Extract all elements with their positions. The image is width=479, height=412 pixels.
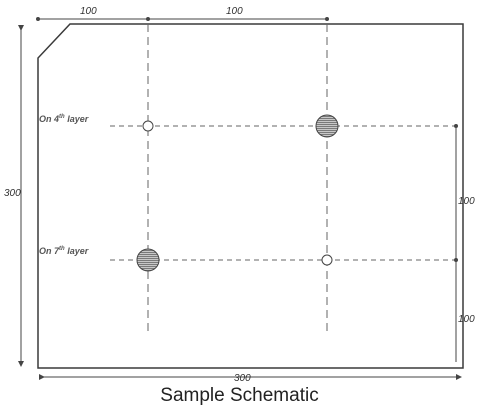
right-upper-dimension: 100 xyxy=(458,196,475,207)
dimension-tick xyxy=(454,258,458,262)
plate-outline xyxy=(37,23,464,369)
lower-layer-sup: th xyxy=(59,246,65,252)
large-hole xyxy=(136,248,160,272)
top-right-dimension: 100 xyxy=(226,6,243,17)
dimension-tick xyxy=(36,17,40,21)
dimension-tick xyxy=(325,17,329,21)
upper-layer-suffix: layer xyxy=(65,114,89,124)
small-hole xyxy=(321,254,333,266)
upper-layer-label: On 4th layer xyxy=(39,114,89,124)
upper-layer-prefix: On 4 xyxy=(39,114,59,124)
lower-layer-prefix: On 7 xyxy=(39,246,60,256)
figure-caption: Sample Schematic xyxy=(160,385,319,406)
dimension-tick xyxy=(146,17,150,21)
left-dimension: 300 xyxy=(4,188,21,199)
small-hole xyxy=(142,120,154,132)
top-left-dimension: 100 xyxy=(80,6,97,17)
lower-layer-suffix: layer xyxy=(65,246,89,256)
bottom-dimension: 300 xyxy=(234,373,251,384)
right-lower-dimension: 100 xyxy=(458,314,475,325)
lower-layer-label: On 7th layer xyxy=(39,246,89,256)
large-hole xyxy=(315,114,339,138)
dimension-tick xyxy=(454,124,458,128)
upper-layer-sup: th xyxy=(59,114,65,120)
